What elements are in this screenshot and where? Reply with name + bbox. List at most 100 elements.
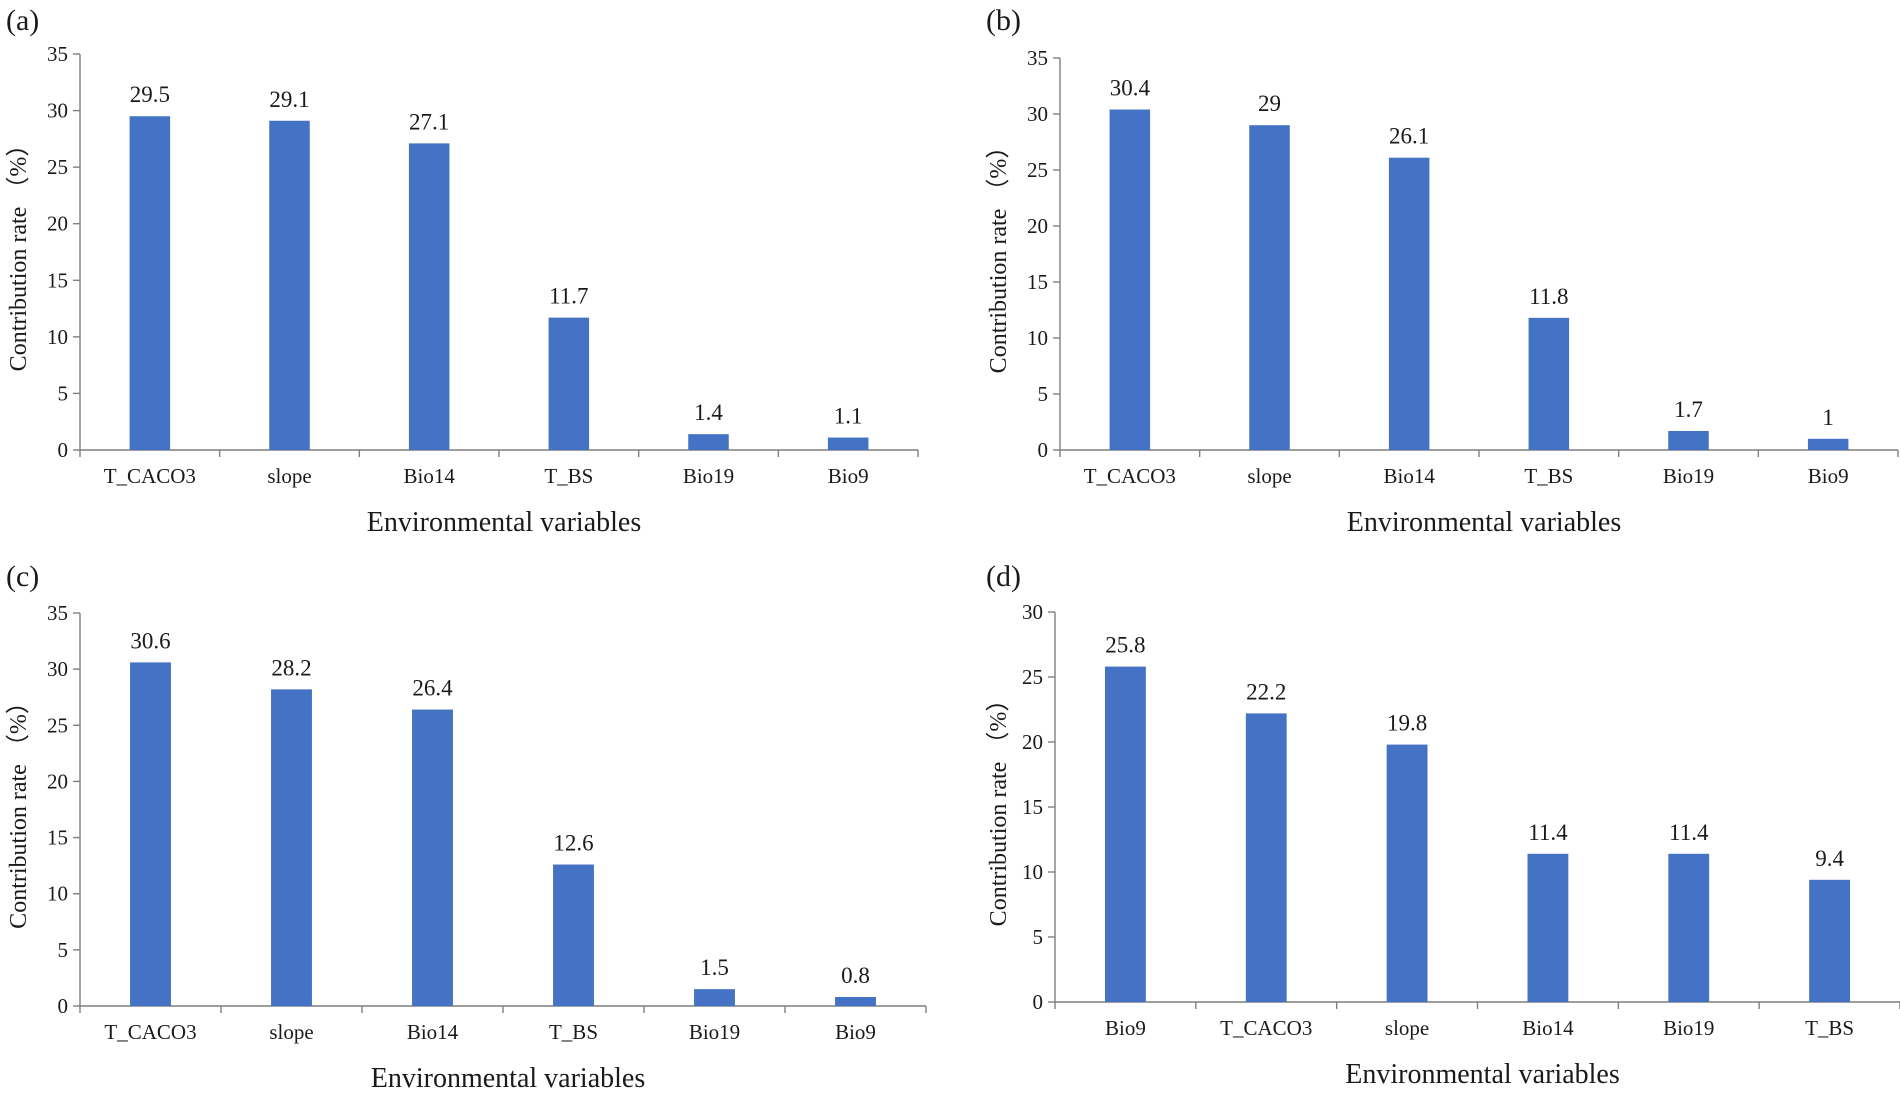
bar-bio9 — [827, 437, 869, 450]
y-tick-label: 10 — [1027, 326, 1048, 350]
data-label: 9.4 — [1815, 846, 1844, 871]
panel-label: (b) — [986, 4, 1021, 37]
y-tick-label: 25 — [1027, 158, 1048, 182]
x-tick-label: T_CACO3 — [1084, 464, 1176, 488]
data-label: 29 — [1258, 91, 1281, 116]
y-axis-title: Contribution rate （%） — [986, 135, 1012, 374]
bar-slope — [271, 689, 312, 1006]
data-label: 28.2 — [271, 655, 311, 680]
y-tick-label: 20 — [47, 212, 68, 236]
bar-bio9 — [835, 997, 876, 1006]
y-tick-label: 0 — [58, 438, 69, 462]
bar-t-bs — [553, 864, 594, 1006]
bar-t-bs — [1528, 317, 1570, 450]
data-label: 29.5 — [130, 82, 170, 107]
x-tick-label: T_BS — [1524, 464, 1573, 488]
chart-panel-a: (a) 0 5 10 15 20 25 30 35 29.5 T_CACO3 29.1 slope 27.… — [0, 0, 950, 546]
x-tick-label: Bio19 — [689, 1020, 740, 1044]
data-label: 11.4 — [1669, 820, 1709, 845]
x-tick-label: slope — [267, 464, 311, 488]
y-tick-label: 0 — [1038, 438, 1049, 462]
x-tick-label: Bio14 — [403, 464, 455, 488]
x-tick-label: Bio14 — [407, 1020, 459, 1044]
bar-bio14 — [1527, 853, 1569, 1002]
y-tick-label: 20 — [1027, 214, 1048, 238]
data-label: 11.7 — [549, 284, 588, 309]
data-label: 26.4 — [412, 676, 453, 701]
y-tick-label: 15 — [47, 826, 68, 850]
x-tick-label: Bio14 — [1383, 464, 1435, 488]
y-tick-label: 30 — [1027, 102, 1048, 126]
data-label: 12.6 — [553, 831, 593, 856]
chart-panel-b: (b) 0 5 10 15 20 25 30 35 30.4 T_CACO3 29 slope 26.1 B… — [980, 0, 1900, 546]
y-tick-label: 0 — [58, 994, 69, 1018]
x-axis-title: Environmental variables — [1345, 1059, 1619, 1090]
data-label: 26.1 — [1389, 124, 1429, 149]
x-tick-label: Bio19 — [683, 464, 734, 488]
x-tick-label: T_BS — [549, 1020, 598, 1044]
bar-bio14 — [408, 143, 450, 450]
bar-bio19 — [694, 989, 735, 1006]
data-label: 27.1 — [409, 109, 449, 134]
y-tick-label: 35 — [47, 42, 68, 66]
chart-c-svg: (c) 0 5 10 15 20 25 30 35 30.6 T_CACO3 28.2 slope 26.… — [6, 560, 927, 1094]
y-axis-title: Contribution rate （%） — [6, 133, 32, 372]
panel-label: (a) — [6, 4, 39, 37]
x-tick-label: T_BS — [544, 464, 593, 488]
y-tick-label: 15 — [1027, 270, 1048, 294]
y-tick-label: 30 — [47, 99, 68, 123]
y-tick-label: 35 — [47, 601, 68, 625]
x-tick-label: Bio19 — [1663, 464, 1714, 488]
bar-bio14 — [1388, 157, 1430, 450]
bar-t-bs — [548, 317, 590, 450]
data-label: 30.4 — [1110, 76, 1151, 101]
y-tick-label: 30 — [47, 657, 68, 681]
data-label: 11.8 — [1529, 284, 1568, 309]
x-tick-label: slope — [269, 1020, 313, 1044]
bar-t-caco3 — [129, 116, 171, 450]
x-tick-label: Bio9 — [835, 1020, 876, 1044]
data-label: 11.4 — [1528, 820, 1568, 845]
data-label: 1.5 — [700, 955, 729, 980]
bar-t-bs — [1809, 879, 1851, 1002]
y-axis-title: Contribution rate （%） — [986, 688, 1012, 927]
data-label: 22.2 — [1246, 679, 1286, 704]
x-axis-title: Environmental variables — [371, 1063, 645, 1094]
y-tick-label: 30 — [1022, 600, 1043, 624]
bar-slope — [269, 120, 310, 451]
data-label: 0.8 — [841, 963, 870, 988]
y-tick-label: 15 — [1022, 795, 1043, 819]
x-tick-label: Bio19 — [1663, 1016, 1714, 1040]
chart-b-svg: (b) 0 5 10 15 20 25 30 35 30.4 T_CACO3 29 slope 26.1 B… — [986, 4, 1899, 538]
x-axis-title: Environmental variables — [367, 507, 641, 538]
y-tick-label: 20 — [1022, 730, 1043, 754]
x-tick-label: T_BS — [1805, 1016, 1854, 1040]
x-tick-label: Bio9 — [1808, 464, 1849, 488]
bar-t-caco3 — [1245, 713, 1287, 1002]
bar-bio9 — [1807, 438, 1849, 450]
panel-label: (d) — [986, 560, 1021, 593]
x-tick-label: T_CACO3 — [104, 464, 196, 488]
bar-bio9 — [1104, 666, 1146, 1002]
bar-slope — [1386, 744, 1428, 1002]
data-label: 1.7 — [1674, 397, 1703, 422]
data-label: 1.1 — [834, 404, 863, 429]
bar-t-caco3 — [1109, 109, 1151, 451]
x-tick-label: slope — [1385, 1016, 1429, 1040]
bar-bio14 — [412, 709, 453, 1006]
bar-slope — [1249, 125, 1290, 450]
panel-label: (c) — [6, 560, 39, 593]
y-tick-label: 25 — [47, 155, 68, 179]
chart-panel-c: (c) 0 5 10 15 20 25 30 35 30.6 T_CACO3 28.2 slope 26.… — [0, 556, 950, 1102]
y-tick-label: 5 — [1038, 382, 1049, 406]
x-axis-title: Environmental variables — [1347, 507, 1621, 538]
data-label: 30.6 — [130, 628, 170, 653]
x-tick-label: Bio14 — [1522, 1016, 1574, 1040]
bar-t-caco3 — [130, 662, 171, 1006]
chart-d-svg: (d) 0 5 10 15 20 25 30 25.8 Bio9 22.2 T_CACO3 19.8 sl… — [986, 560, 1900, 1090]
x-tick-label: slope — [1247, 464, 1291, 488]
y-tick-label: 10 — [47, 325, 68, 349]
bar-bio19 — [1668, 430, 1709, 450]
y-tick-label: 20 — [47, 769, 68, 793]
x-tick-label: Bio9 — [1105, 1016, 1146, 1040]
